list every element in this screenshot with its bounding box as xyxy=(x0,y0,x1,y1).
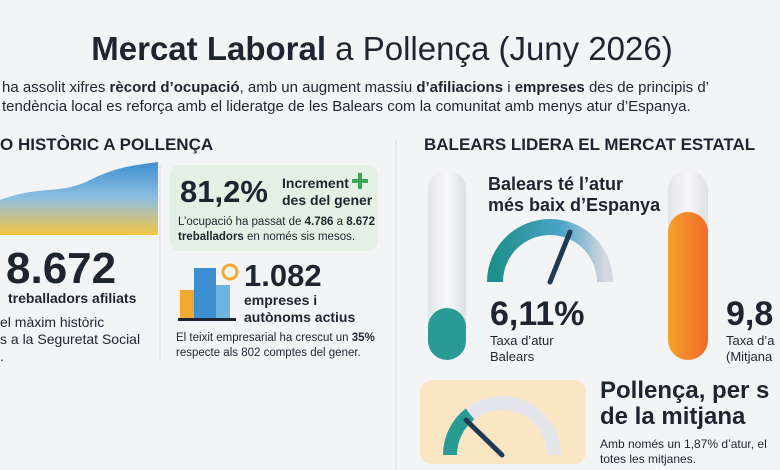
gauge-needle xyxy=(463,417,505,458)
text-segment: El teixit empresarial ha crescut un xyxy=(176,332,352,344)
text-segment: en només sis mesos. xyxy=(244,231,355,243)
section-heading: O HISTÒRIC A POLLENÇA xyxy=(0,135,213,154)
business-label: empreses i xyxy=(244,292,317,308)
big-number: 8.672 xyxy=(6,244,116,293)
tube-fill xyxy=(428,308,466,360)
average-value: 9,8 xyxy=(726,295,773,333)
text-segment: respecte als 802 comptes del gener. xyxy=(176,347,361,359)
text-segment: rècord d’ocupació xyxy=(110,79,240,96)
text-segment: treballadors xyxy=(178,231,244,243)
intro-line: ha assolit xifres rècord d’ocupació, amb… xyxy=(2,79,709,96)
pollenca-title: Pollença, per s xyxy=(600,377,769,404)
text-segment: a Pollença (Juny 2026) xyxy=(326,30,673,67)
gauge-fill xyxy=(443,408,475,456)
balears-label: Balears xyxy=(490,349,535,364)
text-segment: des de principis d’ xyxy=(585,79,709,96)
title: Mercat Laboral a Pollença (Juny 2026) xyxy=(91,30,672,67)
growth-desc: treballadors en només sis mesos. xyxy=(178,231,355,243)
pollenca-desc: Amb només un 1,87% d’atur, el xyxy=(600,437,767,451)
text-segment: 4.786 xyxy=(305,216,334,228)
growth-label: Increment xyxy=(282,175,349,191)
growth-card xyxy=(170,165,378,251)
pollenca-desc: totes les mitjanes. xyxy=(600,452,696,466)
text-segment: , amb un augment massiu xyxy=(240,79,417,96)
business-label: autònoms actius xyxy=(244,309,355,325)
gauge xyxy=(487,219,613,283)
text-segment: d’afiliacions xyxy=(416,79,503,96)
pollenca-card xyxy=(420,380,586,464)
business-value: 1.082 xyxy=(244,258,322,293)
building-icon xyxy=(178,263,239,321)
text-segment: Mercat Laboral xyxy=(91,30,326,67)
balears-label: Taxa d’atur xyxy=(490,333,554,348)
growth-desc: L’ocupació ha passat de 4.786 a 8.672 xyxy=(178,216,375,228)
text-segment: 8.672 xyxy=(346,216,375,228)
gauge-needle xyxy=(547,229,573,285)
average-label: (Mitjana xyxy=(726,349,773,364)
intro-line: tendència local es reforça amb el lidera… xyxy=(2,98,691,115)
pollenca-title: de la mitjana xyxy=(600,403,746,430)
section-heading: BALEARS LIDERA EL MERCAT ESTATAL xyxy=(424,135,755,154)
text-segment: a xyxy=(333,216,346,228)
text-segment: 35% xyxy=(352,332,375,344)
note: . xyxy=(0,348,4,364)
growth-value: 81,2% xyxy=(180,174,268,209)
note: s a la Seguretat Social xyxy=(0,331,140,347)
business-desc: El teixit empresarial ha crescut un 35% xyxy=(176,332,375,344)
balears-title: més baix d’Espanya xyxy=(488,195,661,215)
text-segment: tendència local es reforça amb el lidera… xyxy=(2,98,691,115)
note: el màxim històric xyxy=(0,314,104,330)
average-label: Taxa d’a xyxy=(726,333,775,348)
growth-label: des del gener xyxy=(282,192,373,208)
plus-icon xyxy=(352,173,368,189)
text-segment: ha assolit xifres xyxy=(2,79,110,96)
text-segment: i xyxy=(503,79,515,96)
balears-title: Balears té l’atur xyxy=(488,174,623,194)
area-illustration xyxy=(0,162,158,235)
balears-value: 6,11% xyxy=(490,295,585,333)
big-label: treballadors afiliats xyxy=(8,290,137,306)
business-desc: respecte als 802 comptes del gener. xyxy=(176,347,361,359)
tube-fill xyxy=(668,212,708,360)
text-segment: L’ocupació ha passat de xyxy=(178,216,305,228)
text-segment: empreses xyxy=(515,79,585,96)
